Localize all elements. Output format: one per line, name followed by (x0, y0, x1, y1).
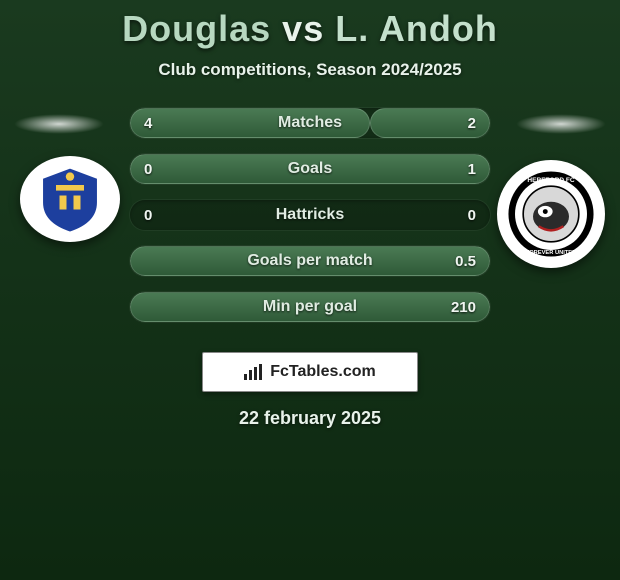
stat-value-left: 4 (130, 108, 166, 138)
stat-value-left: 0 (130, 200, 166, 230)
stat-label: Matches (130, 108, 490, 138)
stat-value-right: 1 (454, 154, 490, 184)
page-title: Douglas vs L. Andoh (0, 0, 620, 50)
stat-value-right: 2 (454, 108, 490, 138)
crest-left-svg (35, 164, 105, 234)
stat-value-left: 0 (130, 154, 166, 184)
comparison-arena: HEREFORD FC FOREVER UNITED Matches4 2 Goal… (0, 108, 620, 338)
stat-row: Hattricks0 0 (130, 200, 490, 230)
stat-label: Hattricks (130, 200, 490, 230)
player1-name: Douglas (122, 8, 271, 49)
flag-shadow-right (516, 114, 606, 134)
crest-right-svg: HEREFORD FC FOREVER UNITED (506, 169, 596, 259)
player2-name: L. Andoh (335, 8, 498, 49)
stat-value-right: 210 (437, 292, 490, 322)
stat-row: Goals0 1 (130, 154, 490, 184)
brand-badge: FcTables.com (202, 352, 418, 392)
svg-text:HEREFORD FC: HEREFORD FC (527, 177, 574, 184)
stat-value-left (130, 246, 158, 276)
brand-text: FcTables.com (270, 363, 376, 381)
crest-left (20, 156, 120, 242)
stat-value-right: 0 (454, 200, 490, 230)
stat-label: Goals per match (130, 246, 490, 276)
subtitle: Club competitions, Season 2024/2025 (0, 60, 620, 80)
footer-date: 22 february 2025 (0, 408, 620, 429)
stat-bars: Matches42Goals01Hattricks00Goals per mat… (130, 108, 490, 338)
svg-text:FOREVER UNITED: FOREVER UNITED (526, 250, 577, 256)
stat-label: Goals (130, 154, 490, 184)
stat-row: Goals per match0.5 (130, 246, 490, 276)
stat-row: Matches4 2 (130, 108, 490, 138)
stat-row: Min per goal210 (130, 292, 490, 322)
chart-icon (244, 364, 264, 380)
stat-value-left (130, 292, 158, 322)
vs-text: vs (282, 8, 324, 49)
flag-shadow-left (14, 114, 104, 134)
crest-right: HEREFORD FC FOREVER UNITED (497, 160, 605, 268)
stat-value-right: 0.5 (441, 246, 490, 276)
